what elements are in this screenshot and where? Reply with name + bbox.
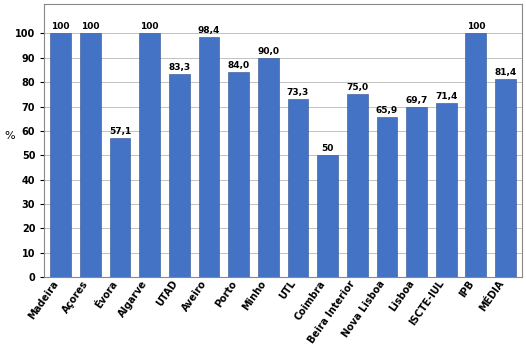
Text: 83,3: 83,3 (168, 63, 190, 72)
Text: 50: 50 (321, 144, 334, 153)
Bar (228, 73, 249, 277)
Text: 81,4: 81,4 (494, 68, 517, 77)
Text: 100: 100 (52, 22, 70, 31)
Bar (377, 117, 397, 277)
Bar (50, 34, 71, 277)
Bar (169, 74, 190, 277)
Bar (495, 79, 516, 277)
Bar (258, 58, 279, 277)
Text: 100: 100 (81, 22, 99, 31)
Bar (288, 98, 308, 277)
Y-axis label: %: % (4, 131, 15, 141)
Bar (80, 34, 100, 277)
Bar (466, 34, 486, 277)
Bar (139, 34, 160, 277)
Bar (406, 107, 427, 277)
Text: 75,0: 75,0 (346, 83, 368, 92)
Bar (109, 138, 130, 277)
Text: 65,9: 65,9 (376, 106, 398, 114)
Bar (198, 37, 219, 277)
Text: 90,0: 90,0 (257, 47, 279, 56)
Bar (317, 155, 338, 277)
Text: 100: 100 (140, 22, 159, 31)
Text: 57,1: 57,1 (109, 127, 131, 136)
Text: 69,7: 69,7 (406, 96, 428, 105)
Text: 84,0: 84,0 (228, 61, 250, 70)
Text: 98,4: 98,4 (198, 27, 220, 35)
Text: 100: 100 (467, 22, 485, 31)
Text: 73,3: 73,3 (287, 88, 309, 97)
Bar (347, 94, 368, 277)
Text: 71,4: 71,4 (435, 92, 458, 101)
Bar (436, 103, 457, 277)
